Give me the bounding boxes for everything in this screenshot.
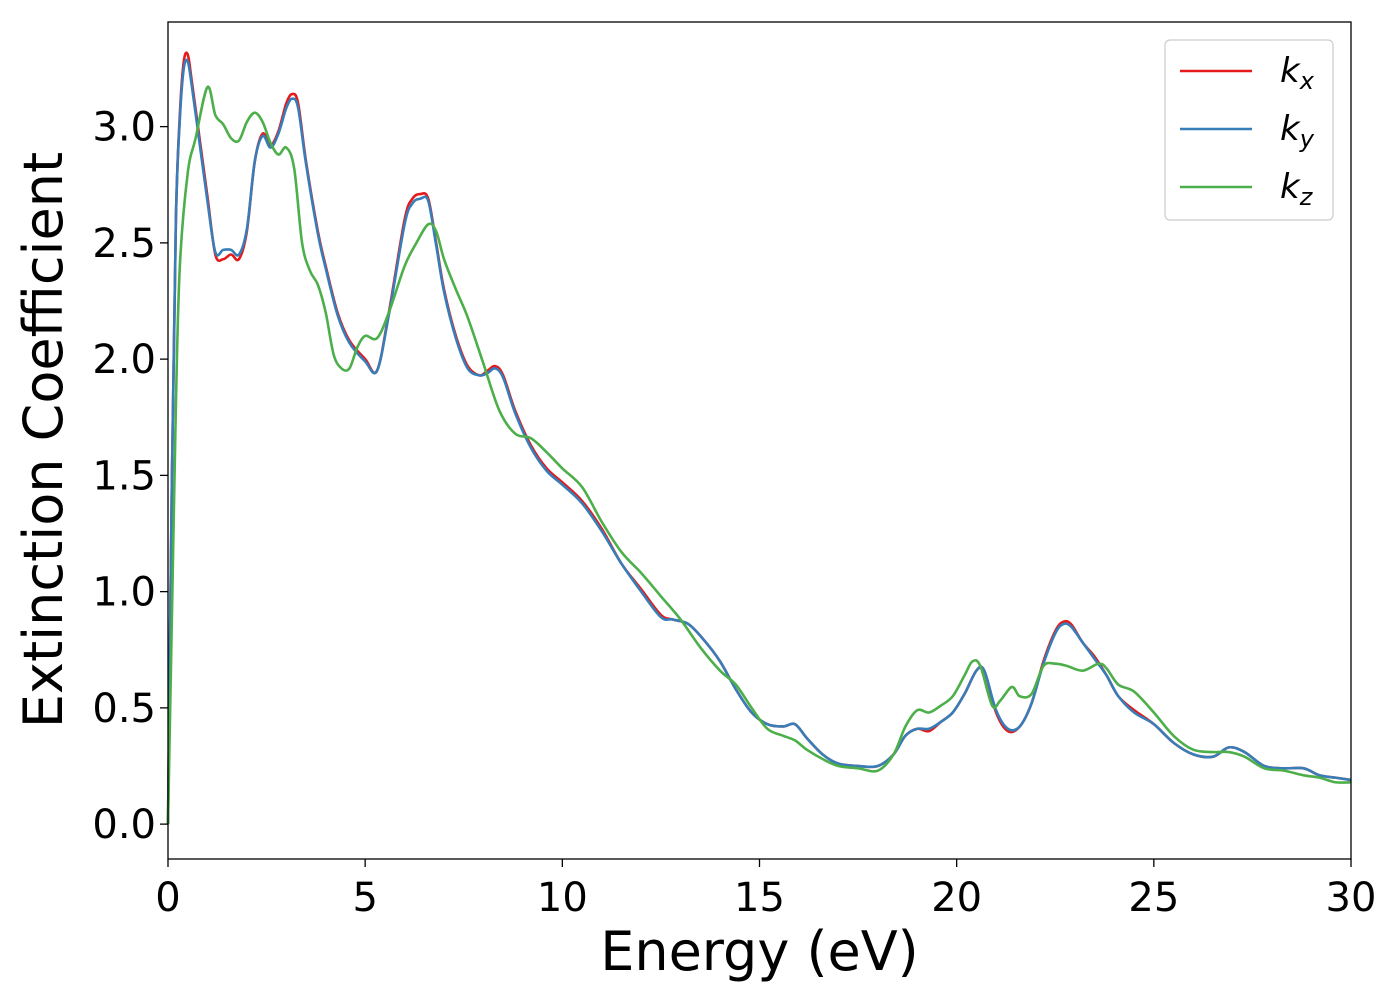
series-line-kz [166,85,1352,825]
x-tick-label: 5 [352,875,377,921]
x-tick-label: 0 [155,875,180,921]
y-tick-label: 1.0 [92,570,156,616]
y-tick-label: 0.5 [92,686,156,732]
x-tick-label: 20 [931,875,982,921]
y-axis-ticks: 0.0 0.5 1.0 1.5 2.0 2.5 3.0 [92,105,168,848]
y-tick-label: 2.5 [92,221,156,267]
x-axis-ticks: 0 5 10 15 20 25 30 [155,859,1376,921]
x-tick-label: 15 [734,875,785,921]
legend-label-kz: kz [1280,167,1314,211]
y-tick-label: 3.0 [92,105,156,151]
legend-label-ky: ky [1280,109,1315,153]
series-line-ky [166,58,1352,825]
y-tick-label: 1.5 [92,453,156,499]
x-tick-label: 30 [1326,875,1377,921]
legend-label-kx: kx [1280,51,1315,95]
y-tick-label: 2.0 [92,337,156,383]
y-tick-label: 0.0 [92,802,156,848]
series-layer [166,51,1352,825]
x-tick-label: 10 [537,875,588,921]
legend: kx ky kz [1164,39,1334,221]
y-axis-title: Extinction Coefficient [12,152,75,728]
x-axis-title: Energy (eV) [600,920,919,983]
x-tick-label: 25 [1128,875,1179,921]
